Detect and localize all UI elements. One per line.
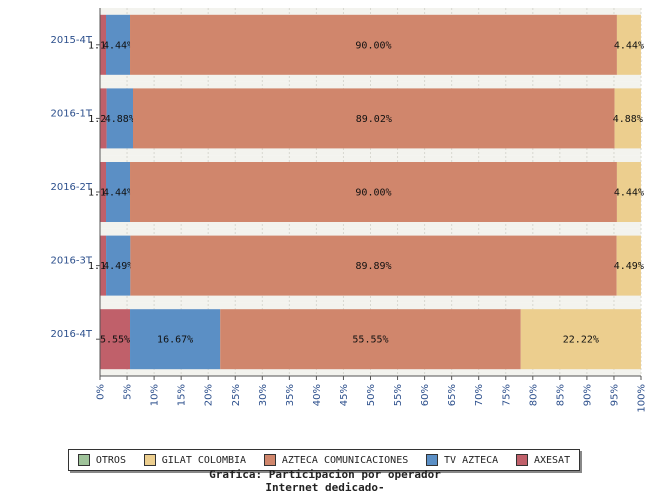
legend-swatch [426,454,439,466]
data-label: 89.02% [356,114,392,125]
legend-item: AZTECA COMUNICACIONES [263,454,409,466]
bar-segment [100,162,107,222]
chart-caption-line1: Grafica: Participacion por operador [209,468,441,481]
category-label: 2016-1T [50,108,92,119]
data-label: 55.55% [352,335,388,346]
data-label: 1.12% [88,261,118,272]
x-tick-label: 80% [528,384,539,406]
bar-segment [616,14,641,75]
x-tick-label: 95% [609,384,620,406]
legend-label: AZTECA COMUNICACIONES [281,454,409,466]
legend-label: OTROS [95,454,126,466]
data-label: 4.49% [614,261,644,272]
x-tick-label: 25% [231,384,242,406]
x-tick-label: 65% [447,384,458,406]
x-tick-label: 35% [285,384,296,406]
data-label: 4.44% [103,40,133,51]
bar-segment [614,88,641,149]
bar-segment [106,88,134,149]
legend-swatch [77,454,90,466]
bar-segment [100,88,107,149]
legend-swatch [143,454,156,466]
x-tick-label: 20% [204,384,215,406]
x-tick-label: 85% [555,384,566,406]
data-label: 1.22% [88,114,118,125]
bar-segment [100,14,107,75]
bar-segment [106,162,131,222]
x-tick-label: 75% [501,384,512,406]
data-label: 89.89% [355,261,391,272]
data-label: 22.22% [563,335,599,346]
data-label: 5.55% [100,335,130,346]
x-tick-label: 10% [150,384,161,406]
axes: 2015-4T 2016-1T 2016-2T 2016-3T 2016-4T 0% 5% 1… [50,8,648,413]
data-label: 90.00% [355,40,391,51]
legend-label: TV AZTECA [444,454,499,466]
legend-label: GILAT COLOMBIA [161,454,247,466]
bar-segment [130,309,221,370]
data-label: 1.11% [88,188,118,199]
bar-segment [130,162,617,222]
x-tick-label: 70% [474,384,485,406]
x-tick-label: 50% [366,384,377,406]
legend-item: AXESAT [515,454,571,466]
data-label: 4.88% [613,114,643,125]
bar-segment [616,162,641,222]
data-label: 4.88% [105,114,135,125]
x-tick-label: 100% [637,384,648,413]
bar-segment [106,235,131,296]
x-tick-label: 55% [393,384,404,406]
x-tick-label: 5% [123,384,134,400]
x-tick-label: 90% [582,384,593,406]
data-label: 4.44% [614,188,644,199]
legend-item: OTROS [77,454,126,466]
chart-caption-line2: Internet dedicado- [265,481,385,494]
x-tick-label: 40% [312,384,323,406]
category-label: 2016-4T [50,329,92,340]
legend-swatch [515,454,528,466]
data-label: 4.44% [103,188,133,199]
bar-segment [130,235,617,296]
x-tick-label: 60% [420,384,431,406]
data-label: 4.49% [103,261,133,272]
category-label: 2015-4T [50,35,92,46]
bar-segment [100,309,131,370]
bar-segment [220,309,521,370]
bar-segment [130,14,617,75]
data-label: 4.44% [614,40,644,51]
legend-label: AXESAT [533,454,571,466]
x-tick-label: 30% [258,384,269,406]
legend-item: GILAT COLOMBIA [143,454,247,466]
legend-item: TV AZTECA [426,454,498,466]
bar-segment [133,88,615,149]
category-label: 2016-3T [50,256,92,267]
legend-swatch [263,454,276,466]
bars: 1.11%4.44% 90.00% 4.44%1.22%4.88% 89.02% 4.8… [88,14,644,370]
data-label: 16.67% [157,335,193,346]
legend: OTROS GILAT COLOMBIA AZTECA COMUNICACIONES… [68,449,580,471]
x-tick-label: 0% [96,384,107,400]
bar-segment [106,14,131,75]
bar-segment [100,235,107,296]
x-tick-label: 15% [177,384,188,406]
bar-segment [616,235,641,296]
data-label: 1.11% [88,40,118,51]
x-tick-label: 45% [339,384,350,406]
category-label: 2016-2T [50,182,92,193]
bar-segment [520,309,641,370]
data-label: 90.00% [355,188,391,199]
